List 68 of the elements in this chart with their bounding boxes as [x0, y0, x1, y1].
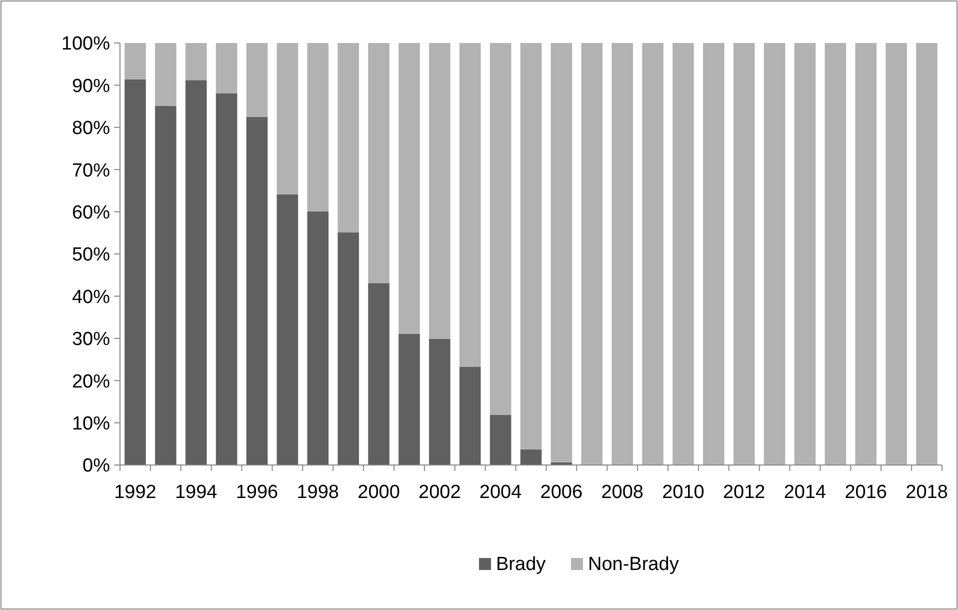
bar	[368, 283, 390, 465]
x-tick-label: 2014	[784, 482, 827, 503]
legend-label: Brady	[496, 554, 546, 575]
y-tick-label: 40%	[72, 286, 110, 308]
y-tick-label: 30%	[72, 329, 110, 350]
y-tick-label: 70%	[72, 160, 110, 182]
bar	[185, 43, 207, 80]
x-tick-label: 2006	[540, 482, 583, 503]
bar	[429, 338, 450, 465]
bar	[581, 43, 603, 465]
bar	[276, 194, 298, 465]
bar	[124, 43, 146, 80]
bar	[307, 43, 329, 212]
bar	[398, 334, 420, 465]
bar	[886, 43, 907, 465]
x-tick-label: 1992	[114, 482, 156, 503]
bar	[368, 43, 390, 284]
bar	[276, 43, 298, 194]
bar	[155, 106, 176, 465]
x-tick-label: 2002	[418, 482, 461, 503]
bar	[246, 116, 268, 465]
bar	[429, 43, 450, 339]
bar	[550, 43, 572, 462]
x-tick-label: 2008	[601, 482, 644, 503]
bar	[764, 43, 786, 465]
bar	[459, 43, 481, 367]
bar	[246, 43, 268, 117]
bar	[338, 43, 359, 232]
x-tick-label: 1994	[174, 482, 218, 503]
bar	[216, 43, 238, 94]
y-tick-label: 50%	[72, 244, 110, 266]
x-tick-label: 2012	[722, 482, 766, 503]
bar	[672, 43, 694, 465]
bar	[185, 80, 207, 465]
x-tick-label: 2010	[662, 482, 704, 503]
y-tick-label: 10%	[72, 413, 110, 434]
bar	[459, 366, 481, 465]
bar	[824, 43, 846, 465]
y-tick-label: 20%	[72, 371, 110, 392]
bar	[490, 414, 512, 465]
bar	[124, 79, 146, 465]
x-tick-label: 2018	[906, 482, 948, 503]
bar	[733, 43, 755, 465]
x-tick-label: 1998	[296, 482, 340, 503]
y-tick-label: 0%	[82, 456, 110, 477]
x-tick-label: 2004	[479, 482, 522, 503]
x-tick-label: 2000	[358, 482, 400, 503]
y-tick-label: 60%	[72, 202, 110, 224]
bar	[520, 43, 542, 450]
bar	[703, 43, 724, 465]
bar	[612, 43, 633, 465]
bar	[490, 43, 512, 415]
bar	[155, 43, 176, 106]
bar	[916, 43, 938, 465]
legend-label: Non-Brady	[588, 554, 680, 575]
bar	[794, 43, 816, 465]
bar	[338, 232, 359, 465]
bar	[307, 211, 329, 465]
y-tick-label: 100%	[61, 34, 110, 55]
bar	[642, 43, 664, 465]
y-tick-label: 80%	[72, 118, 110, 140]
x-tick-label: 1996	[236, 482, 278, 503]
bar	[855, 43, 877, 465]
y-tick-label: 90%	[72, 76, 110, 97]
bar	[520, 449, 542, 465]
bar	[398, 43, 420, 334]
x-tick-label: 2016	[844, 482, 888, 503]
bar	[216, 93, 238, 465]
